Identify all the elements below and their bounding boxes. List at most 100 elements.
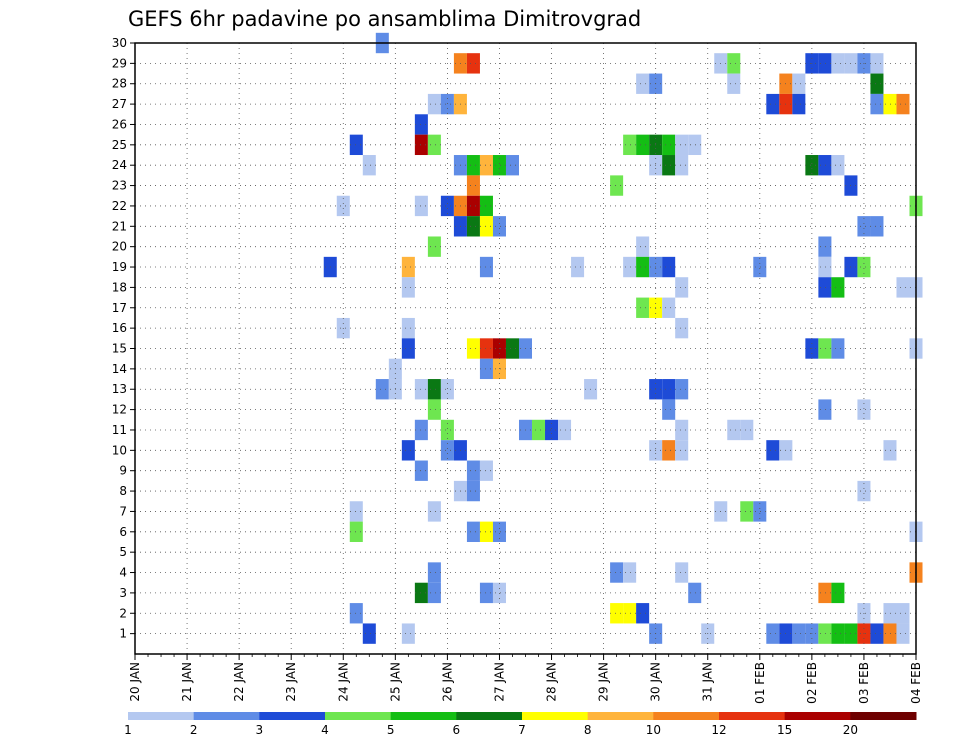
precip-cell (571, 256, 585, 278)
x-tick-label: 02 FEB (805, 662, 819, 704)
precip-cell (870, 216, 884, 237)
y-tick-label: 14 (112, 362, 127, 376)
legend-label: 1 (124, 723, 132, 737)
y-tick-label: 3 (119, 586, 127, 600)
precip-cell (610, 562, 624, 583)
legend-label: 2 (190, 723, 198, 737)
precip-cell (831, 582, 845, 604)
precip-cell (831, 155, 845, 176)
x-tick-label: 27 JAN (492, 662, 506, 702)
legend-label: 8 (584, 723, 592, 737)
precip-cell (414, 419, 428, 441)
precip-cell (427, 399, 441, 420)
precip-cell (427, 236, 441, 257)
precip-cell (636, 603, 650, 624)
precip-cell (688, 582, 702, 604)
x-tick-label: 24 JAN (336, 662, 350, 702)
legend-swatch (719, 712, 786, 720)
precip-cell (818, 53, 832, 74)
precip-cell (662, 256, 676, 278)
precip-cell (440, 195, 454, 217)
precip-cell (896, 93, 910, 115)
precip-cell (870, 93, 884, 115)
precip-cell (805, 155, 819, 176)
precip-cell (896, 603, 910, 624)
precip-cell (688, 134, 702, 156)
color-legend: 1 2 3 4 5 6 7 8 10 12 15 20 (124, 712, 917, 737)
x-tick-label: 28 JAN (545, 662, 559, 702)
precip-cell (427, 379, 441, 400)
precip-cell (414, 460, 428, 481)
precip-cell (662, 440, 676, 461)
legend-swatch (128, 712, 195, 720)
precip-cell (818, 623, 832, 644)
x-tick-label: 21 JAN (180, 662, 194, 702)
precip-cell (610, 175, 624, 196)
y-tick-label: 8 (119, 484, 127, 498)
legend-label: 3 (256, 723, 264, 737)
x-tick-label: 26 JAN (440, 662, 454, 702)
grid-lines (135, 42, 916, 654)
precip-cell (675, 440, 689, 461)
legend-swatch (456, 712, 523, 720)
x-tick-label: 25 JAN (388, 662, 402, 702)
y-tick-label: 4 (119, 566, 127, 580)
precip-cell (818, 256, 832, 278)
y-tick-label: 24 (112, 158, 127, 172)
precip-cell (479, 358, 493, 380)
precip-cell (466, 521, 480, 542)
x-tick-label: 22 JAN (232, 662, 246, 702)
y-tick-label: 6 (119, 525, 127, 539)
x-tick-label: 04 FEB (909, 662, 923, 704)
y-tick-label: 27 (112, 97, 127, 111)
y-tick-label: 19 (112, 260, 127, 274)
precip-cell (505, 338, 519, 359)
precip-cell (375, 379, 389, 400)
precip-cell (857, 256, 871, 278)
x-tick-label: 31 JAN (701, 662, 715, 702)
legend-swatch (784, 712, 851, 720)
legend-swatch (193, 712, 260, 720)
y-tick-label: 16 (112, 321, 127, 335)
precip-cell (558, 419, 572, 441)
precip-cell (818, 582, 832, 604)
precip-cell (623, 603, 637, 624)
precip-cell (427, 582, 441, 604)
precip-cell (792, 93, 806, 115)
precip-cell (766, 623, 780, 644)
legend-swatch (653, 712, 720, 720)
y-tick-label: 10 (112, 443, 127, 457)
precip-cell (427, 501, 441, 522)
legend-label: 4 (321, 723, 329, 737)
legend-swatch (259, 712, 326, 720)
x-axis: 20 JAN 21 JAN 22 JAN 23 JAN 24 JAN 25 JAN 26 J… (128, 654, 923, 704)
y-axis: 1234567891011121314151617181920212223242… (112, 36, 135, 641)
y-tick-label: 11 (112, 423, 127, 437)
precip-cell (818, 277, 832, 298)
x-tick-label: 29 JAN (597, 662, 611, 702)
precip-cell (636, 297, 650, 318)
precip-cell (831, 623, 845, 644)
y-tick-label: 28 (112, 77, 127, 91)
y-tick-label: 7 (119, 504, 127, 518)
precip-cell (675, 419, 689, 441)
y-tick-label: 2 (119, 606, 127, 620)
y-tick-label: 5 (119, 545, 127, 559)
precip-cell (349, 521, 363, 542)
precip-cell (883, 440, 897, 461)
y-tick-label: 21 (112, 219, 127, 233)
precip-cell (727, 53, 741, 74)
y-tick-label: 22 (112, 199, 127, 213)
precip-cell (427, 134, 441, 156)
precip-cell (401, 623, 415, 644)
precip-cell (675, 155, 689, 176)
precip-cell (479, 460, 493, 481)
precip-cell (479, 582, 493, 604)
precip-cell (636, 236, 650, 257)
precip-cell (362, 623, 376, 644)
precip-cell (636, 256, 650, 278)
precip-cell (610, 603, 624, 624)
precip-cell (675, 134, 689, 156)
precip-cell (675, 562, 689, 583)
